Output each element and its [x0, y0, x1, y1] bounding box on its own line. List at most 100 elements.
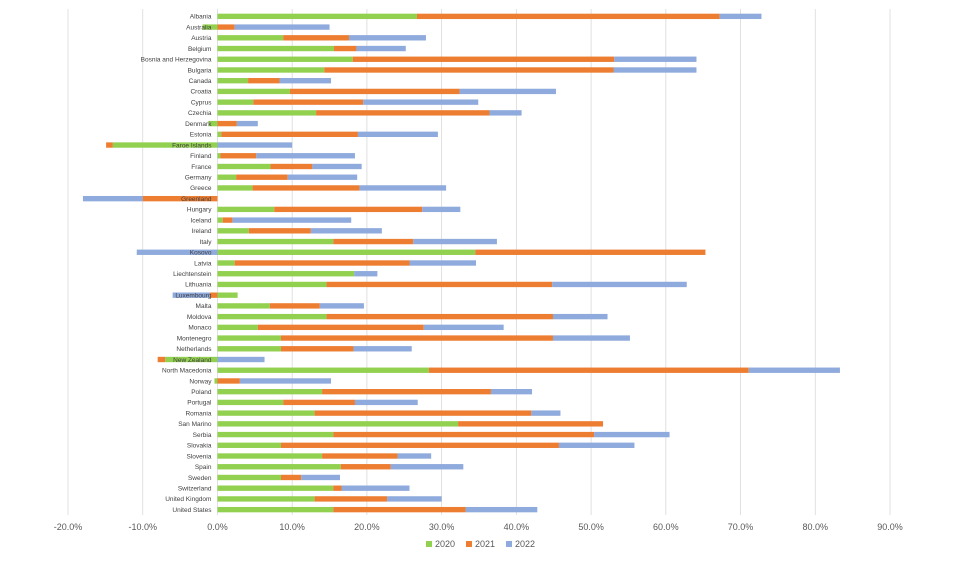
x-tick-label: -20.0%: [54, 522, 83, 532]
x-tick-label: 80.0%: [803, 522, 829, 532]
category-label: San Marino: [178, 421, 212, 428]
category-label: Kosovo: [190, 250, 212, 257]
category-label: Portugal: [187, 400, 212, 407]
bar-segment: [157, 356, 166, 363]
bar-segment: [217, 78, 249, 84]
bar-segment: [217, 67, 325, 73]
category-label: Lithuania: [185, 282, 212, 289]
bar-segment: [359, 185, 447, 191]
bar-segment: [422, 206, 461, 213]
bar-segment: [142, 195, 218, 202]
bar-segment: [217, 35, 284, 41]
bar-segment: [217, 217, 223, 223]
bar-segment: [217, 260, 235, 266]
bar-segment: [558, 442, 635, 448]
x-tick-label: 20.0%: [354, 522, 380, 532]
legend-swatch: [426, 541, 432, 547]
bar-segment: [217, 421, 459, 427]
legend-swatch: [506, 541, 512, 547]
legend: 2020 2021 2022: [426, 539, 535, 549]
bar-segment: [322, 453, 398, 459]
bar-segment: [252, 185, 360, 191]
bar-segment: [283, 35, 349, 41]
bar-segment: [334, 45, 357, 52]
bar-segment: [319, 303, 364, 309]
bar-segment: [459, 88, 556, 95]
category-label: Croatia: [190, 89, 211, 96]
category-label: Finland: [190, 153, 212, 160]
bar-segment: [280, 335, 553, 341]
category-label: Canada: [189, 78, 212, 85]
category-label: Montenegro: [177, 335, 212, 342]
x-tick-label: 10.0%: [279, 522, 305, 532]
bar-segment: [165, 356, 218, 363]
bar-segment: [217, 153, 221, 159]
bar-segment: [208, 120, 218, 127]
bar-segment: [341, 485, 410, 491]
category-label: Slovakia: [187, 443, 212, 450]
category-label: Italy: [200, 239, 213, 246]
bar-segment: [217, 367, 429, 373]
bar-segment: [613, 67, 697, 73]
category-label: Czechia: [188, 110, 212, 117]
category-labels: Albania Australia Austria Belgium Bosnia and…: [141, 14, 213, 514]
category-label: Bulgaria: [188, 67, 212, 74]
bar-segment: [136, 249, 218, 255]
bar-segment: [236, 174, 288, 180]
bar-segment: [287, 174, 358, 180]
bar-segment: [357, 131, 438, 137]
category-label: Greenland: [181, 196, 212, 203]
bar-segment: [614, 56, 697, 62]
bar-segment: [217, 238, 334, 245]
bar-segment: [217, 506, 334, 513]
x-tick-label: 30.0%: [429, 522, 455, 532]
bar-segment: [333, 485, 342, 491]
bar-segment: [217, 249, 476, 255]
bar-segment: [314, 410, 532, 416]
category-label: Norway: [189, 378, 212, 385]
bar-segment: [552, 281, 687, 288]
bar-segment: [217, 45, 335, 52]
bar-segment: [220, 153, 257, 159]
x-tick-label: 40.0%: [504, 522, 530, 532]
bar-segment: [217, 163, 271, 170]
bar-segment: [552, 335, 630, 341]
bar-segment: [333, 506, 466, 513]
category-label: Estonia: [190, 132, 212, 139]
category-label: Moldova: [187, 314, 212, 321]
x-tick-label: -10.0%: [128, 522, 157, 532]
bar-segment: [217, 110, 317, 116]
category-label: Cyprus: [191, 99, 212, 106]
category-label: North Macedonia: [162, 368, 212, 375]
bar-segment: [465, 506, 538, 513]
category-label: Latvia: [194, 260, 212, 267]
category-label: Luxembourg: [175, 292, 212, 299]
bar-segment: [428, 367, 749, 373]
bar-segment: [279, 78, 332, 84]
x-tick-label: 50.0%: [578, 522, 604, 532]
category-label: United Kingdom: [165, 496, 211, 503]
bar-segment: [301, 474, 341, 481]
category-label: Australia: [186, 24, 212, 31]
bar-segment: [354, 271, 378, 277]
bar-segment: [257, 324, 424, 331]
bar-segment: [387, 496, 442, 502]
bar-segment: [314, 496, 388, 502]
category-label: Spain: [195, 464, 212, 471]
bar-segment: [239, 378, 332, 384]
bar-segment: [221, 131, 358, 137]
category-label: New Zealand: [173, 357, 212, 364]
bar-segment: [312, 163, 362, 170]
category-label: Belgium: [188, 46, 211, 53]
bar-segment: [234, 24, 330, 30]
bar-segment: [217, 410, 315, 416]
bar-segment: [217, 346, 281, 352]
bar-segment: [280, 442, 559, 448]
category-label: Switzerland: [178, 485, 212, 492]
bar-segment: [217, 99, 254, 105]
bar-segment: [594, 431, 670, 438]
bar-segment: [217, 389, 323, 395]
bar-segment: [423, 324, 504, 331]
bar-segment: [719, 13, 762, 20]
